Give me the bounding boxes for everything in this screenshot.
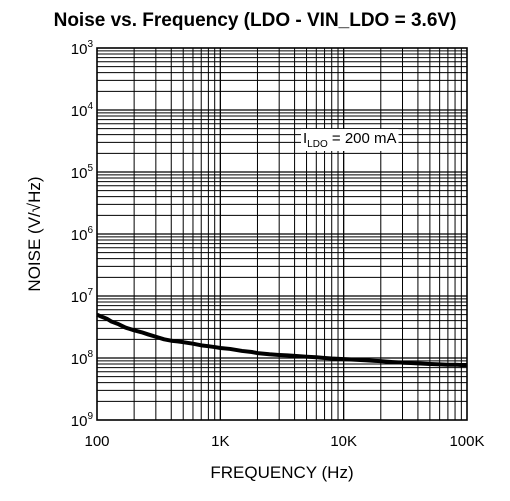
y-axis-label: NOISE (V/√Hz) bbox=[25, 176, 44, 291]
y-tick-label: 106 bbox=[71, 225, 94, 244]
x-tick-label: 10K bbox=[330, 433, 357, 450]
y-tick-label: 108 bbox=[71, 349, 94, 368]
grid-lines bbox=[97, 48, 467, 420]
y-tick-label: 103 bbox=[71, 39, 94, 58]
y-tick-label: 107 bbox=[71, 287, 94, 306]
svg-text:ILDO = 200 mA: ILDO = 200 mA bbox=[303, 130, 397, 150]
x-tick-label: 100 bbox=[84, 433, 109, 450]
plot-frame bbox=[96, 47, 468, 421]
y-tick-label: 104 bbox=[71, 101, 94, 120]
y-tick-labels: 103 104 105 106 107 108 109 bbox=[71, 39, 94, 430]
x-tick-label: 1K bbox=[211, 433, 229, 450]
series-line bbox=[96, 312, 467, 368]
y-tick-label: 105 bbox=[71, 163, 94, 182]
x-tick-labels: 100 1K 10K 100K bbox=[84, 433, 484, 450]
x-tick-label: 100K bbox=[449, 433, 484, 450]
y-tick-label: 109 bbox=[71, 411, 94, 430]
current-annotation: ILDO = 200 mA bbox=[301, 129, 399, 151]
x-axis-label: FREQUENCY (Hz) bbox=[210, 463, 353, 482]
chart-title: Noise vs. Frequency (LDO - VIN_LDO = 3.6… bbox=[53, 10, 457, 31]
